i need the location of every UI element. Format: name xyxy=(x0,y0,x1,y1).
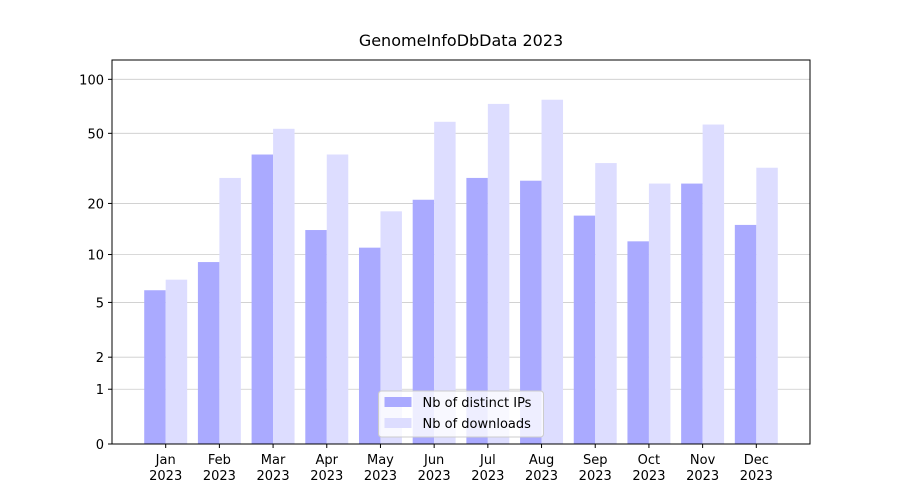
bar xyxy=(305,230,327,444)
y-tick-label: 100 xyxy=(79,73,104,88)
bar xyxy=(627,241,649,444)
bar xyxy=(273,128,295,445)
bar xyxy=(520,180,542,445)
y-tick-label: 10 xyxy=(87,249,104,264)
chart-title: GenomeInfoDbData 2023 xyxy=(359,31,563,50)
bar xyxy=(434,121,456,444)
y-tick-label: 1 xyxy=(96,383,104,398)
legend-swatch xyxy=(384,397,412,407)
bar xyxy=(412,199,435,444)
bar xyxy=(326,154,349,445)
bar xyxy=(165,279,188,444)
x-tick-label: Jun 2023 xyxy=(417,453,451,484)
y-tick-label: 50 xyxy=(87,127,104,142)
legend-label: Nb of downloads xyxy=(423,417,532,432)
bar xyxy=(541,99,564,444)
x-tick-label: Nov 2023 xyxy=(686,453,720,484)
bar xyxy=(144,290,166,444)
x-tick-label: Oct 2023 xyxy=(632,453,666,484)
x-tick-label: Aug 2023 xyxy=(524,453,559,484)
y-tick-label: 2 xyxy=(96,351,104,366)
bar xyxy=(573,215,596,444)
bar xyxy=(197,262,220,444)
x-tick-label: May 2023 xyxy=(363,453,397,484)
bar xyxy=(595,163,617,445)
y-tick-label: 5 xyxy=(96,296,104,311)
y-tick-label: 20 xyxy=(87,197,104,212)
bar xyxy=(487,103,510,444)
x-tick-label: Sep 2023 xyxy=(578,453,612,484)
bar xyxy=(681,183,703,445)
x-tick-label: Jul 2023 xyxy=(471,453,505,484)
bar xyxy=(648,183,671,445)
legend: Nb of distinct IPs Nb of downloads xyxy=(378,390,544,438)
bar xyxy=(219,177,241,444)
bar xyxy=(756,167,778,444)
bar xyxy=(380,211,402,444)
bar xyxy=(734,224,757,444)
x-tick-label: Dec 2023 xyxy=(739,453,773,484)
bar xyxy=(466,177,488,444)
bar xyxy=(702,124,725,444)
x-tick-label: Mar 2023 xyxy=(256,453,290,484)
legend-box xyxy=(378,390,544,438)
legend-swatch xyxy=(384,418,412,428)
legend-label: Nb of distinct IPs xyxy=(423,396,532,411)
bar xyxy=(251,154,274,445)
y-tick-label: 0 xyxy=(96,438,104,453)
bar xyxy=(358,247,381,444)
x-tick-label: Jan 2023 xyxy=(149,453,183,484)
x-tick-label: Feb 2023 xyxy=(202,453,236,484)
x-tick-label: Apr 2023 xyxy=(310,453,344,484)
axes-frame xyxy=(111,59,811,445)
